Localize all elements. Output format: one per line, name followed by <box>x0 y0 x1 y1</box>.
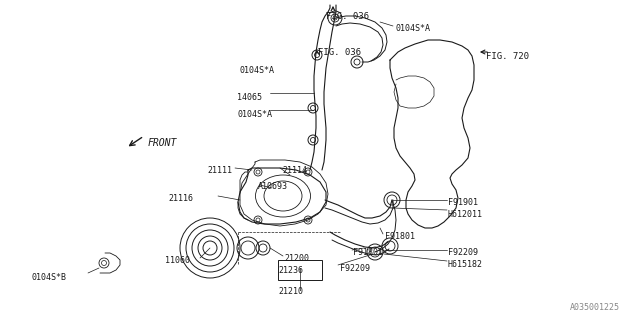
Text: 21111: 21111 <box>207 166 232 175</box>
Text: F92209: F92209 <box>340 264 370 273</box>
Text: 21114: 21114 <box>282 166 307 175</box>
Text: 0104S*B: 0104S*B <box>32 273 67 282</box>
Text: 11060: 11060 <box>165 256 190 265</box>
Text: 21116: 21116 <box>168 194 193 203</box>
Text: F92209: F92209 <box>448 248 478 257</box>
Text: 0104S*A: 0104S*A <box>240 66 275 75</box>
Text: F91801: F91801 <box>353 248 383 257</box>
Text: 14065: 14065 <box>237 93 262 102</box>
Text: FIG. 720: FIG. 720 <box>486 52 529 61</box>
Text: 0104S*A: 0104S*A <box>237 110 272 119</box>
Text: H615182: H615182 <box>448 260 483 269</box>
Text: FRONT: FRONT <box>148 138 177 148</box>
Text: A10693: A10693 <box>258 182 288 191</box>
Text: 21210: 21210 <box>278 287 303 296</box>
Text: 0104S*A: 0104S*A <box>395 24 430 33</box>
Text: A035001225: A035001225 <box>570 303 620 312</box>
Text: 21200: 21200 <box>284 254 309 263</box>
Text: F91801: F91801 <box>385 232 415 241</box>
Text: H612011: H612011 <box>448 210 483 219</box>
Text: 21236: 21236 <box>278 266 303 275</box>
Text: FIG. 036: FIG. 036 <box>326 12 369 21</box>
Text: F91901: F91901 <box>448 198 478 207</box>
Text: FIG. 036: FIG. 036 <box>318 48 361 57</box>
